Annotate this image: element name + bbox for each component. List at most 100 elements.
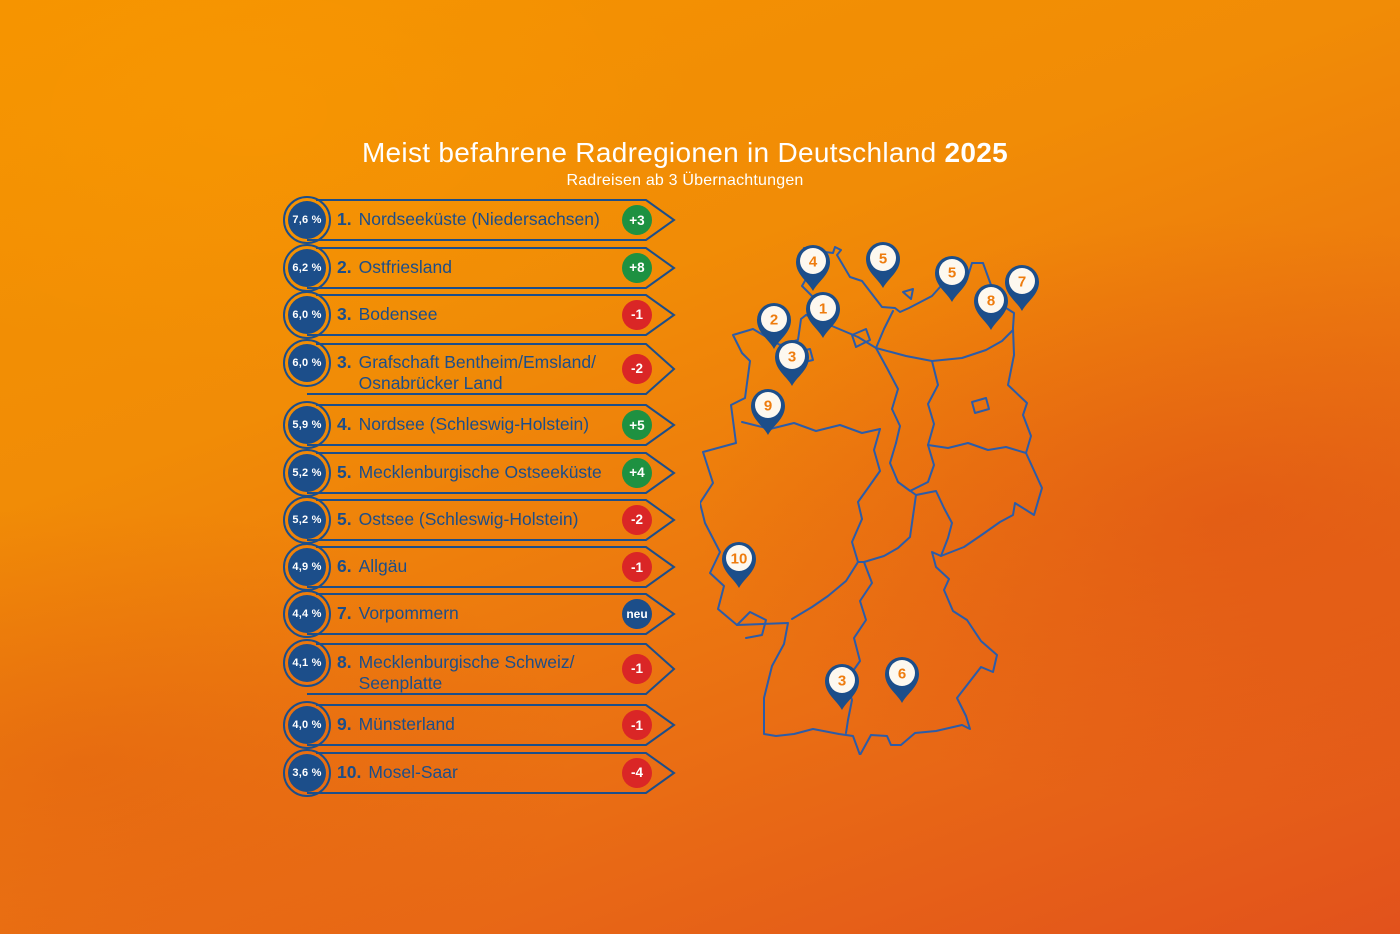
trend-badge: +8 — [622, 252, 652, 283]
pin-number: 5 — [948, 265, 956, 282]
pin-number: 1 — [819, 301, 827, 318]
row-arrow-outline — [283, 701, 676, 749]
trend-badge: -4 — [622, 757, 652, 788]
ranking-row: 7,6 % 1. Nordseeküste (Niedersachsen) +3 — [283, 195, 684, 245]
pin-number: 2 — [770, 312, 778, 329]
region-name: Nordseeküste (Niedersachsen) — [358, 209, 600, 229]
map-pin: 5 — [935, 256, 969, 302]
ranking-row: 4,0 % 9. Münsterland -1 — [283, 700, 684, 750]
region-name: Allgäu — [358, 556, 408, 576]
row-arrow-outline — [283, 590, 676, 638]
rank-label: 10. Mosel-Saar — [337, 762, 458, 783]
row-arrow-outline — [283, 748, 676, 797]
rank-label: 3. Bodensee — [337, 304, 437, 325]
ranking-row: 3,6 % 10. Mosel-Saar -4 — [283, 748, 684, 798]
rank-number: 1. — [337, 209, 352, 229]
page-title-text: Meist befahrene Radregionen in Deutschla… — [361, 137, 937, 168]
rank-label: 5. Mecklenburgische Ostseeküste — [337, 462, 602, 483]
rank-number: 9. — [337, 714, 352, 734]
trend-badge: -1 — [622, 710, 652, 740]
rank-number: 5. — [337, 508, 352, 529]
region-name: Nordsee (Schleswig-Holstein) — [358, 414, 590, 434]
map-pin: 2 — [757, 303, 791, 349]
row-arrow-outline — [283, 290, 676, 339]
map-pin: 9 — [751, 389, 785, 435]
ranking-row: 4,1 % 8. Mecklenburgische Schweiz/ Seenpl… — [283, 638, 684, 699]
trend-badge: -1 — [622, 299, 652, 330]
rank-label: 8. Mecklenburgische Schweiz/ Seenplatte — [337, 652, 575, 694]
region-name: Münsterland — [358, 714, 455, 734]
rank-number: 2. — [337, 256, 352, 277]
rank-label: 4. Nordsee (Schleswig-Holstein) — [337, 414, 589, 435]
germany-map: 4 5 5 7 8 1 2 3 9 10 3 6 — [700, 242, 1043, 755]
rank-label: 3. Grafschaft Bentheim/Emsland/ Osnabrück… — [337, 352, 596, 394]
map-pin: 3 — [825, 664, 859, 710]
row-arrow-outline — [283, 196, 676, 244]
map-pin: 8 — [974, 284, 1008, 330]
map-pin: 3 — [775, 340, 809, 386]
rank-number: 6. — [337, 556, 352, 576]
rank-label: 9. Münsterland — [337, 714, 455, 735]
rank-number: 3. — [337, 351, 352, 372]
rank-label: 5. Ostsee (Schleswig-Holstein) — [337, 509, 578, 530]
rank-percent-badge: 5,9 % — [288, 406, 326, 444]
pin-number: 3 — [838, 673, 846, 690]
rank-number: 10. — [337, 761, 362, 782]
row-arrow-outline — [283, 638, 676, 695]
rank-percent-badge: 6,0 % — [288, 295, 326, 334]
rank-percent-badge: 6,2 % — [288, 248, 326, 287]
ranking-row: 5,2 % 5. Ostsee (Schleswig-Holstein) -2 — [283, 495, 684, 545]
pin-number: 10 — [731, 551, 748, 568]
rank-number: 7. — [337, 603, 352, 623]
row-arrow-outline — [283, 495, 676, 544]
ranking-row: 5,9 % 4. Nordsee (Schleswig-Holstein) +5 — [283, 400, 684, 450]
rank-number: 3. — [337, 303, 352, 324]
region-name: Grafschaft Bentheim/Emsland/ Osnabrücker… — [358, 351, 596, 393]
region-name: Bodensee — [358, 303, 438, 324]
region-name: Mecklenburgische Schweiz/ Seenplatte — [358, 651, 575, 693]
rank-percent-badge: 3,6 % — [288, 753, 326, 792]
rank-percent-badge: 5,2 % — [288, 453, 326, 492]
ranking-row: 5,2 % 5. Mecklenburgische Ostseeküste +4 — [283, 448, 684, 498]
rank-label: 7. Vorpommern — [337, 603, 459, 624]
pin-number: 6 — [898, 666, 906, 683]
region-name: Vorpommern — [358, 603, 459, 623]
map-pins: 4 5 5 7 8 1 2 3 9 10 3 6 — [722, 242, 1039, 710]
rank-number: 8. — [337, 651, 352, 672]
map-pin: 7 — [1005, 265, 1039, 311]
row-arrow-outline — [283, 401, 676, 449]
trend-badge: -1 — [622, 552, 652, 582]
pin-number: 5 — [879, 251, 887, 268]
rank-percent-badge: 4,9 % — [288, 548, 326, 586]
map-pin: 1 — [806, 292, 840, 338]
trend-badge: +5 — [622, 410, 652, 440]
rank-number: 5. — [337, 461, 352, 482]
map-pin: 5 — [866, 242, 900, 288]
trend-badge: -1 — [622, 653, 652, 684]
rank-label: 2. Ostfriesland — [337, 257, 452, 278]
ranking-row: 4,9 % 6. Allgäu -1 — [283, 542, 684, 592]
region-name: Ostfriesland — [358, 256, 452, 277]
map-pin: 10 — [722, 542, 756, 588]
map-pin: 4 — [796, 245, 830, 291]
page-title-year: 2025 — [944, 137, 1009, 168]
pin-number: 4 — [809, 254, 818, 271]
trend-badge: +4 — [622, 457, 652, 488]
rank-label: 1. Nordseeküste (Niedersachsen) — [337, 209, 600, 230]
region-name: Ostsee (Schleswig-Holstein) — [358, 508, 579, 529]
row-arrow-outline — [283, 338, 676, 395]
ranking-row: 6,0 % 3. Grafschaft Bentheim/Emsland/ Osn… — [283, 338, 684, 399]
ranking-row: 6,2 % 2. Ostfriesland +8 — [283, 243, 684, 293]
region-name: Mosel-Saar — [368, 761, 458, 782]
pin-number: 7 — [1018, 274, 1026, 291]
pin-number: 3 — [788, 349, 796, 366]
rank-percent-badge: 7,6 % — [288, 201, 326, 239]
rank-percent-badge: 4,0 % — [288, 706, 326, 744]
trend-badge: -2 — [622, 353, 652, 384]
rank-percent-badge: 4,4 % — [288, 595, 326, 633]
ranking-row: 6,0 % 3. Bodensee -1 — [283, 290, 684, 340]
rank-percent-badge: 4,1 % — [288, 643, 326, 682]
rank-number: 4. — [337, 414, 352, 434]
pin-number: 8 — [987, 293, 995, 310]
